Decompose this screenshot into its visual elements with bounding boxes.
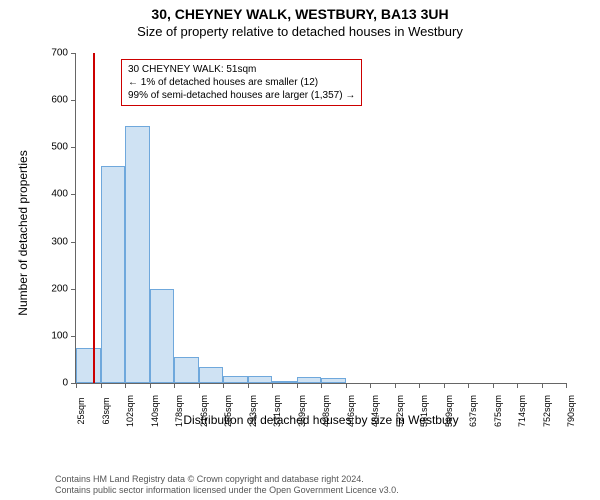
y-tick-label: 300 bbox=[51, 236, 68, 247]
x-tick bbox=[150, 383, 151, 388]
chart-container: Number of detached properties 30 CHEYNEY… bbox=[55, 48, 575, 418]
plot-area: 30 CHEYNEY WALK: 51sqm← 1% of detached h… bbox=[75, 53, 566, 384]
y-tick-label: 0 bbox=[62, 378, 68, 389]
y-axis-label: Number of detached properties bbox=[16, 150, 30, 315]
page-title: 30, CHEYNEY WALK, WESTBURY, BA13 3UH bbox=[0, 6, 600, 22]
x-tick bbox=[566, 383, 567, 388]
histogram-bar bbox=[101, 166, 126, 383]
x-tick-label: 714sqm bbox=[517, 395, 527, 427]
annotation-box: 30 CHEYNEY WALK: 51sqm← 1% of detached h… bbox=[121, 59, 362, 106]
x-tick bbox=[395, 383, 396, 388]
x-tick bbox=[346, 383, 347, 388]
footer-line-2: Contains public sector information licen… bbox=[55, 485, 399, 496]
histogram-bar bbox=[76, 348, 101, 383]
x-tick-label: 408sqm bbox=[321, 395, 331, 427]
x-tick bbox=[223, 383, 224, 388]
x-tick-label: 63sqm bbox=[101, 397, 111, 424]
y-tick-label: 100 bbox=[51, 330, 68, 341]
x-tick bbox=[125, 383, 126, 388]
x-tick bbox=[419, 383, 420, 388]
x-tick bbox=[444, 383, 445, 388]
annotation-line: 30 CHEYNEY WALK: 51sqm bbox=[128, 63, 355, 76]
footer-line-1: Contains HM Land Registry data © Crown c… bbox=[55, 474, 399, 485]
histogram-bar bbox=[297, 377, 322, 383]
y-tick-label: 500 bbox=[51, 142, 68, 153]
histogram-bar bbox=[272, 381, 297, 383]
x-tick bbox=[517, 383, 518, 388]
x-tick-label: 752sqm bbox=[542, 395, 552, 427]
x-tick-label: 293sqm bbox=[248, 395, 258, 427]
x-tick bbox=[297, 383, 298, 388]
x-tick-label: 522sqm bbox=[395, 395, 405, 427]
x-tick-label: 369sqm bbox=[297, 395, 307, 427]
histogram-bar bbox=[174, 357, 199, 383]
y-tick bbox=[71, 194, 76, 195]
x-tick-label: 102sqm bbox=[125, 395, 135, 427]
x-tick-label: 140sqm bbox=[150, 395, 160, 427]
y-tick-label: 400 bbox=[51, 189, 68, 200]
property-marker-line bbox=[93, 53, 95, 383]
x-tick bbox=[542, 383, 543, 388]
x-tick-label: 25sqm bbox=[76, 397, 86, 424]
x-tick-label: 446sqm bbox=[346, 395, 356, 427]
y-tick bbox=[71, 289, 76, 290]
x-tick-label: 561sqm bbox=[419, 395, 429, 427]
x-tick-label: 331sqm bbox=[272, 395, 282, 427]
x-tick-label: 255sqm bbox=[223, 395, 233, 427]
page-subtitle: Size of property relative to detached ho… bbox=[0, 24, 600, 39]
x-tick-label: 637sqm bbox=[468, 395, 478, 427]
x-tick bbox=[248, 383, 249, 388]
x-tick bbox=[174, 383, 175, 388]
footer-attribution: Contains HM Land Registry data © Crown c… bbox=[55, 474, 399, 497]
y-tick bbox=[71, 336, 76, 337]
x-tick bbox=[199, 383, 200, 388]
y-tick bbox=[71, 147, 76, 148]
x-tick bbox=[321, 383, 322, 388]
annotation-line: 99% of semi-detached houses are larger (… bbox=[128, 89, 355, 102]
histogram-bar bbox=[321, 378, 346, 383]
histogram-bar bbox=[150, 289, 175, 383]
annotation-line: ← 1% of detached houses are smaller (12) bbox=[128, 76, 355, 89]
y-tick bbox=[71, 100, 76, 101]
y-tick-label: 200 bbox=[51, 283, 68, 294]
x-tick-label: 599sqm bbox=[444, 395, 454, 427]
x-tick bbox=[272, 383, 273, 388]
x-tick bbox=[493, 383, 494, 388]
x-tick bbox=[76, 383, 77, 388]
y-tick-label: 600 bbox=[51, 95, 68, 106]
x-tick-label: 484sqm bbox=[370, 395, 380, 427]
histogram-bar bbox=[125, 126, 150, 383]
x-tick bbox=[468, 383, 469, 388]
x-tick bbox=[101, 383, 102, 388]
histogram-bar bbox=[199, 367, 224, 384]
x-tick bbox=[370, 383, 371, 388]
y-tick-label: 700 bbox=[51, 48, 68, 59]
y-tick bbox=[71, 242, 76, 243]
y-tick bbox=[71, 53, 76, 54]
x-tick-label: 216sqm bbox=[199, 395, 209, 427]
x-tick-label: 790sqm bbox=[566, 395, 576, 427]
x-tick-label: 675sqm bbox=[493, 395, 503, 427]
x-tick-label: 178sqm bbox=[174, 395, 184, 427]
histogram-bar bbox=[248, 376, 273, 383]
histogram-bar bbox=[223, 376, 248, 383]
